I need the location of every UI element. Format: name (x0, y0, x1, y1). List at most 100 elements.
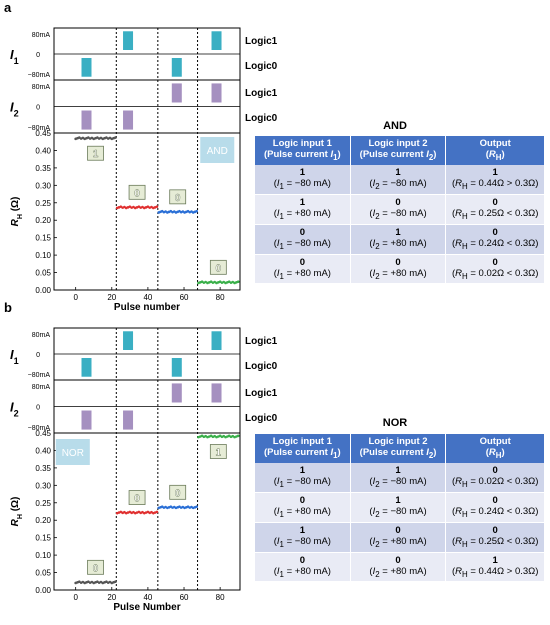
y-axis-label: RH (Ω) (10, 497, 24, 527)
I1-tick-zero: 0 (36, 352, 40, 359)
I2-logic0-label: Logic0 (245, 113, 278, 124)
cell-logic-value: 1 (395, 166, 401, 178)
cell-condition: (I1 = −80 mA) (273, 535, 331, 549)
I1-pulse-4 (211, 331, 222, 350)
ytick-label: 0.00 (35, 586, 51, 595)
I1-tick-pos: 80mA (32, 332, 51, 339)
series-4 (197, 280, 240, 285)
I2-tick-neg: −80mA (28, 125, 51, 132)
cell-logic-value: 0 (492, 226, 498, 238)
gate-label-box (55, 439, 90, 465)
cell-logic-value: 0 (395, 524, 401, 536)
table-row: 1 (I1 = −80 mA) 0 (I2 = +80 mA) 0 (RH = 0.25Ω… (255, 522, 545, 553)
ytick-label: 0.10 (35, 551, 51, 560)
I1-tick-neg: −80mA (28, 72, 51, 79)
data-point (114, 580, 117, 583)
panel-b-figure: b 80mA 0 −80mA I1 Logic1 Logic0 80mA 0 −80mA I2 Log… (4, 300, 278, 613)
ytick-label: 0.45 (35, 129, 51, 138)
cell-condition: (I1 = −80 mA) (273, 475, 331, 489)
logic-value-label-2: 0 (134, 188, 140, 199)
I2-tick-zero: 0 (36, 105, 40, 112)
panel-label: a (4, 0, 12, 15)
logic-value-box-4 (209, 259, 227, 275)
table-cell: 0 (I1 = +80 mA) (255, 552, 351, 583)
I1-tick-pos: 80mA (32, 32, 51, 39)
data-point (155, 205, 159, 208)
logic-value-box-3 (169, 484, 187, 500)
cell-logic-value: 0 (395, 256, 401, 268)
header-input2: Logic input 2 (Pulse current I2) (350, 136, 447, 165)
I2-tick-neg: −80mA (28, 425, 51, 432)
logic-value-label-1: 0 (93, 563, 99, 574)
cell-logic-value: 1 (299, 166, 305, 178)
ytick-label: 0.15 (35, 534, 51, 543)
table-cell: 1 (I1 = −80 mA) (255, 522, 351, 553)
xtick-label: 20 (107, 293, 116, 302)
data-point (236, 280, 240, 283)
header-input1-sub: (Pulse current I1) (263, 149, 341, 162)
table-cell: 0 (I1 = −80 mA) (255, 224, 351, 255)
cell-condition: (I1 = +80 mA) (273, 267, 331, 281)
cell-logic-value: 0 (395, 196, 401, 208)
cell-condition: (RH = 0.02Ω < 0.3Ω) (451, 475, 539, 489)
table-cell: 0 (RH = 0.02Ω < 0.3Ω) (446, 254, 545, 285)
logic-value-label-3: 0 (175, 488, 181, 499)
gate-label: NOR (62, 448, 84, 459)
table-row: 1 (I1 = −80 mA) 1 (I2 = −80 mA) 0 (RH = 0.02Ω… (255, 462, 545, 493)
cell-logic-value: 0 (299, 226, 305, 238)
I1-logic0-label: Logic0 (245, 361, 278, 372)
cell-logic-value: 1 (299, 464, 305, 476)
I1-pulse-4 (211, 31, 222, 50)
xtick-label: 20 (107, 593, 116, 602)
cell-logic-value: 1 (492, 554, 498, 566)
cell-logic-value: 1 (395, 494, 401, 506)
I1-pulse-1 (81, 358, 92, 377)
table-cell: 0 (RH = 0.02Ω < 0.3Ω) (446, 462, 545, 493)
series-1 (74, 136, 117, 141)
logic-value-label-2: 0 (134, 494, 140, 505)
series-2 (115, 205, 159, 210)
cell-logic-value: 0 (492, 494, 498, 506)
ytick-label: 0.45 (35, 429, 51, 438)
ytick-label: 0.35 (35, 164, 51, 173)
table-cell: 0 (RH = 0.24Ω < 0.3Ω) (446, 492, 545, 523)
cell-logic-value: 1 (395, 226, 401, 238)
logic-value-label-1: 1 (93, 149, 99, 160)
cell-condition: (I2 = +80 mA) (369, 237, 427, 251)
I1-pulse-1 (81, 58, 92, 77)
cell-condition: (RH = 0.44Ω > 0.3Ω) (451, 177, 539, 191)
y-axis-label: RH (Ω) (10, 197, 24, 227)
I2-logic1-label: Logic1 (245, 388, 278, 399)
cell-condition: (RH = 0.25Ω < 0.3Ω) (451, 207, 539, 221)
xtick-label: 60 (180, 593, 189, 602)
I2-tick-pos: 80mA (32, 384, 51, 391)
cell-condition: (I2 = +80 mA) (369, 267, 427, 281)
logic-value-label-4: 0 (216, 263, 222, 274)
cell-condition: (I2 = −80 mA) (369, 177, 427, 191)
header-output: Output (RH) (446, 434, 545, 463)
I2-logic1-label: Logic1 (245, 88, 278, 99)
xtick-label: 40 (143, 293, 152, 302)
I2-logic0-label: Logic0 (245, 413, 278, 424)
ytick-label: 0.05 (35, 269, 51, 278)
logic-value-box-1 (87, 145, 104, 161)
cell-condition: (I1 = +80 mA) (273, 505, 331, 519)
xtick-label: 40 (143, 593, 152, 602)
cell-logic-value: 0 (299, 494, 305, 506)
I1-tick-neg: −80mA (28, 372, 51, 379)
ytick-label: 0.00 (35, 286, 51, 295)
cell-condition: (I2 = +80 mA) (369, 565, 427, 579)
table-row: 0 (I1 = +80 mA) 1 (I2 = −80 mA) 0 (RH = 0.24Ω… (255, 492, 545, 523)
data-point (236, 434, 240, 438)
table-cell: 0 (I2 = +80 mA) (350, 254, 447, 285)
series-1 (74, 580, 117, 585)
data-point (155, 510, 159, 514)
table-cell: 0 (I2 = +80 mA) (350, 552, 447, 583)
table-cell: 0 (I1 = +80 mA) (255, 254, 351, 285)
ytick-label: 0.15 (35, 234, 51, 243)
xtick-label: 0 (73, 593, 78, 602)
header-output-sub: (RH) (485, 447, 505, 460)
cell-logic-value: 0 (492, 256, 498, 268)
series-2 (115, 510, 159, 515)
cell-condition: (I1 = −80 mA) (273, 237, 331, 251)
